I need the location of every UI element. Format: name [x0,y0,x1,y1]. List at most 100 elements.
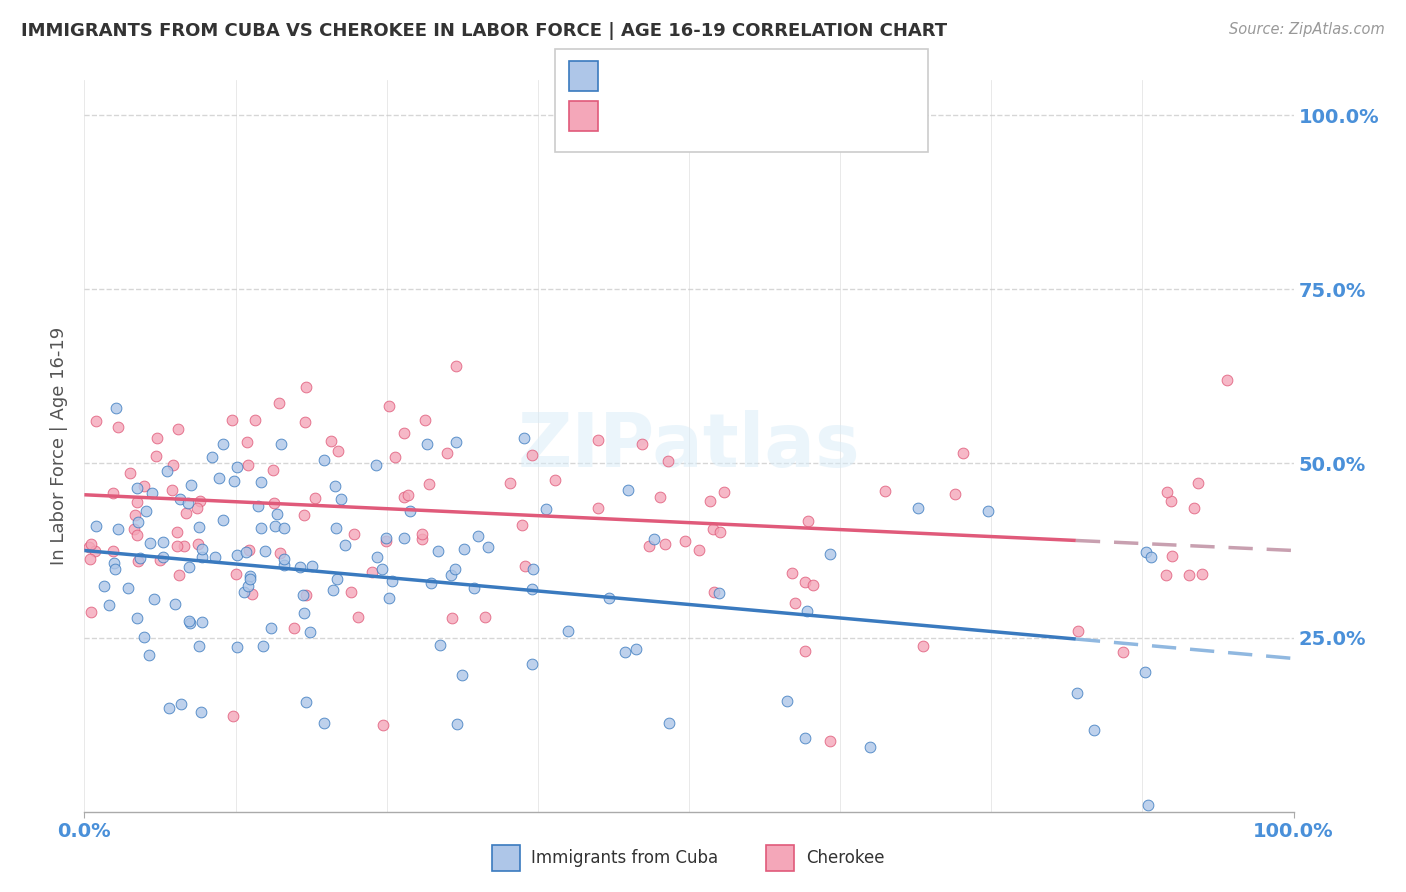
Point [796,604,818,618]
Point [366,549,388,564]
Point [190,541,212,556]
Point [187,520,209,534]
Point [1067,624,1090,638]
Point [378,400,401,414]
Point [703,584,725,599]
Point [84,414,107,428]
Point [252,640,274,654]
Point [142,591,165,606]
Point [343,527,366,541]
Point [292,508,315,522]
Point [1160,494,1182,508]
Point [107,522,129,536]
Point [510,517,533,532]
Point [801,578,824,592]
Point [174,506,197,520]
Point [204,549,226,564]
Text: R =: R = [612,67,651,85]
Point [793,644,815,658]
Point [1182,501,1205,516]
Point [259,621,281,635]
Point [118,466,141,480]
Point [643,532,665,546]
Point [522,561,544,575]
Point [301,558,323,573]
Text: IMMIGRANTS FROM CUBA VS CHEROKEE IN LABOR FORCE | AGE 16-19 CORRELATION CHART: IMMIGRANTS FROM CUBA VS CHEROKEE IN LABO… [21,22,948,40]
Point [86,519,108,533]
Point [292,606,315,620]
Point [104,562,127,576]
Point [222,474,245,488]
Point [617,483,640,498]
Point [236,435,259,450]
Point [499,476,522,491]
Point [875,484,897,499]
Point [911,639,934,653]
Text: Source: ZipAtlas.com: Source: ZipAtlas.com [1229,22,1385,37]
Point [180,478,202,492]
Point [179,614,201,628]
Point [588,434,610,448]
Point [1135,545,1157,559]
Point [125,528,148,542]
Point [262,463,284,477]
Point [103,544,125,558]
Point [1156,568,1178,582]
Point [650,491,672,505]
Point [166,539,188,553]
Point [419,575,441,590]
Point [253,544,276,558]
Point [101,486,124,500]
Point [394,531,416,545]
Point [249,475,271,489]
Point [225,566,247,581]
Point [103,556,125,570]
Point [793,731,815,745]
Point [427,543,450,558]
Point [1187,476,1209,491]
Point [127,516,149,530]
Point [250,520,273,534]
Point [477,541,499,555]
Point [453,541,475,556]
Point [709,525,731,540]
Point [146,431,169,445]
Point [440,568,463,582]
Point [1215,373,1237,387]
Point [474,610,496,624]
Point [186,501,208,516]
Point [80,537,103,551]
Point [212,513,235,527]
Point [304,491,326,505]
Point [624,641,647,656]
Point [522,582,544,596]
Point [1112,645,1135,659]
Point [294,380,316,394]
Point [347,610,370,624]
Point [134,630,156,644]
Text: N =: N = [773,67,813,85]
Point [796,514,818,528]
Point [235,545,257,559]
Point [631,437,654,451]
Point [339,585,361,599]
Point [702,522,724,536]
Point [127,554,149,568]
Point [122,522,145,536]
Point [1156,485,1178,500]
Point [375,534,398,549]
Point [1178,567,1201,582]
Point [187,536,209,550]
Point [167,422,190,436]
Point [446,716,468,731]
Point [544,473,567,487]
Point [654,536,676,550]
Point [859,740,882,755]
Point [190,550,212,565]
Point [236,579,259,593]
Point [212,437,235,451]
Point [413,413,436,427]
Point [319,434,342,448]
Point [371,561,394,575]
Point [177,496,200,510]
